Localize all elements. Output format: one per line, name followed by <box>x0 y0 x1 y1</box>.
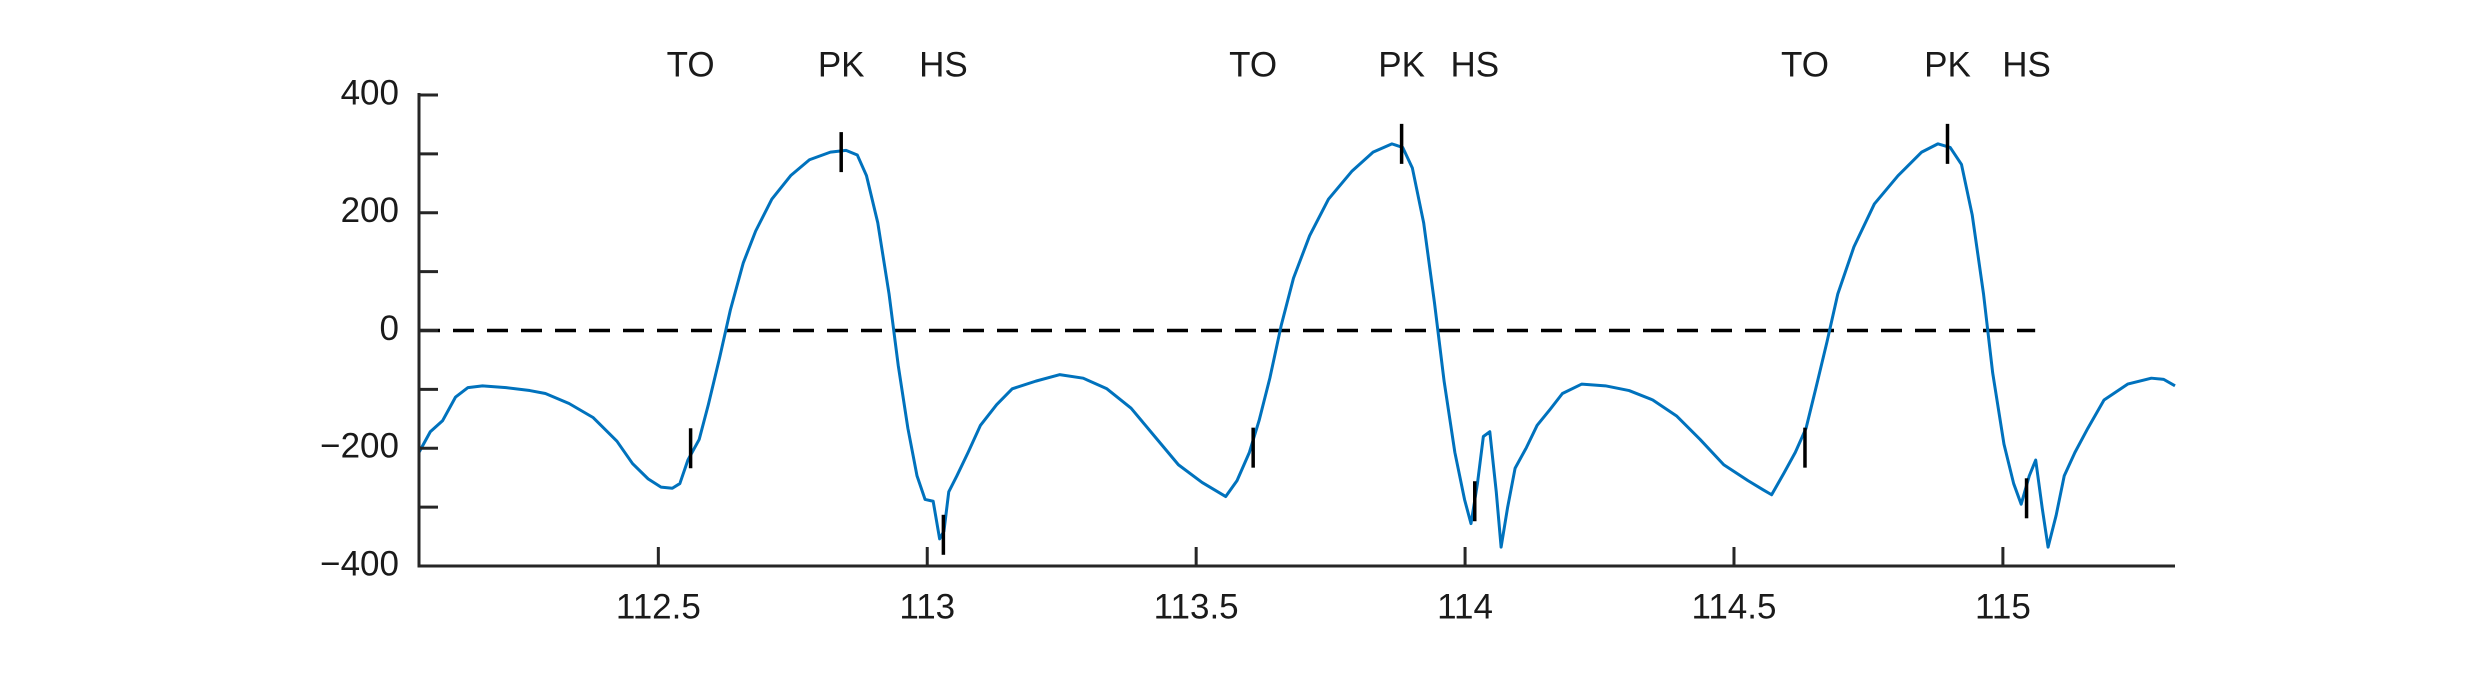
x-tick-label: 112.5 <box>616 587 701 626</box>
y-tick-label: 200 <box>341 191 399 230</box>
x-tick-label: 114.5 <box>1691 587 1776 626</box>
x-tick-label: 114 <box>1437 587 1493 626</box>
signal-line <box>417 142 2176 549</box>
x-tick-label: 115 <box>1975 587 2031 626</box>
x-tick-label: 113.5 <box>1154 587 1239 626</box>
y-tick-label: −200 <box>320 427 399 466</box>
event-label: PK <box>818 45 865 84</box>
event-label: PK <box>1378 45 1425 84</box>
event-label: TO <box>1781 45 1829 84</box>
y-tick-label: −400 <box>320 544 399 583</box>
x-tick-label: 113 <box>899 587 955 626</box>
event-label: HS <box>1450 45 1499 84</box>
event-label: HS <box>2002 45 2051 84</box>
event-label: TO <box>667 45 715 84</box>
y-tick-label: 0 <box>380 309 399 348</box>
event-label: HS <box>919 45 968 84</box>
event-label: TO <box>1229 45 1277 84</box>
y-tick-label: 400 <box>341 73 399 112</box>
event-label: PK <box>1924 45 1971 84</box>
